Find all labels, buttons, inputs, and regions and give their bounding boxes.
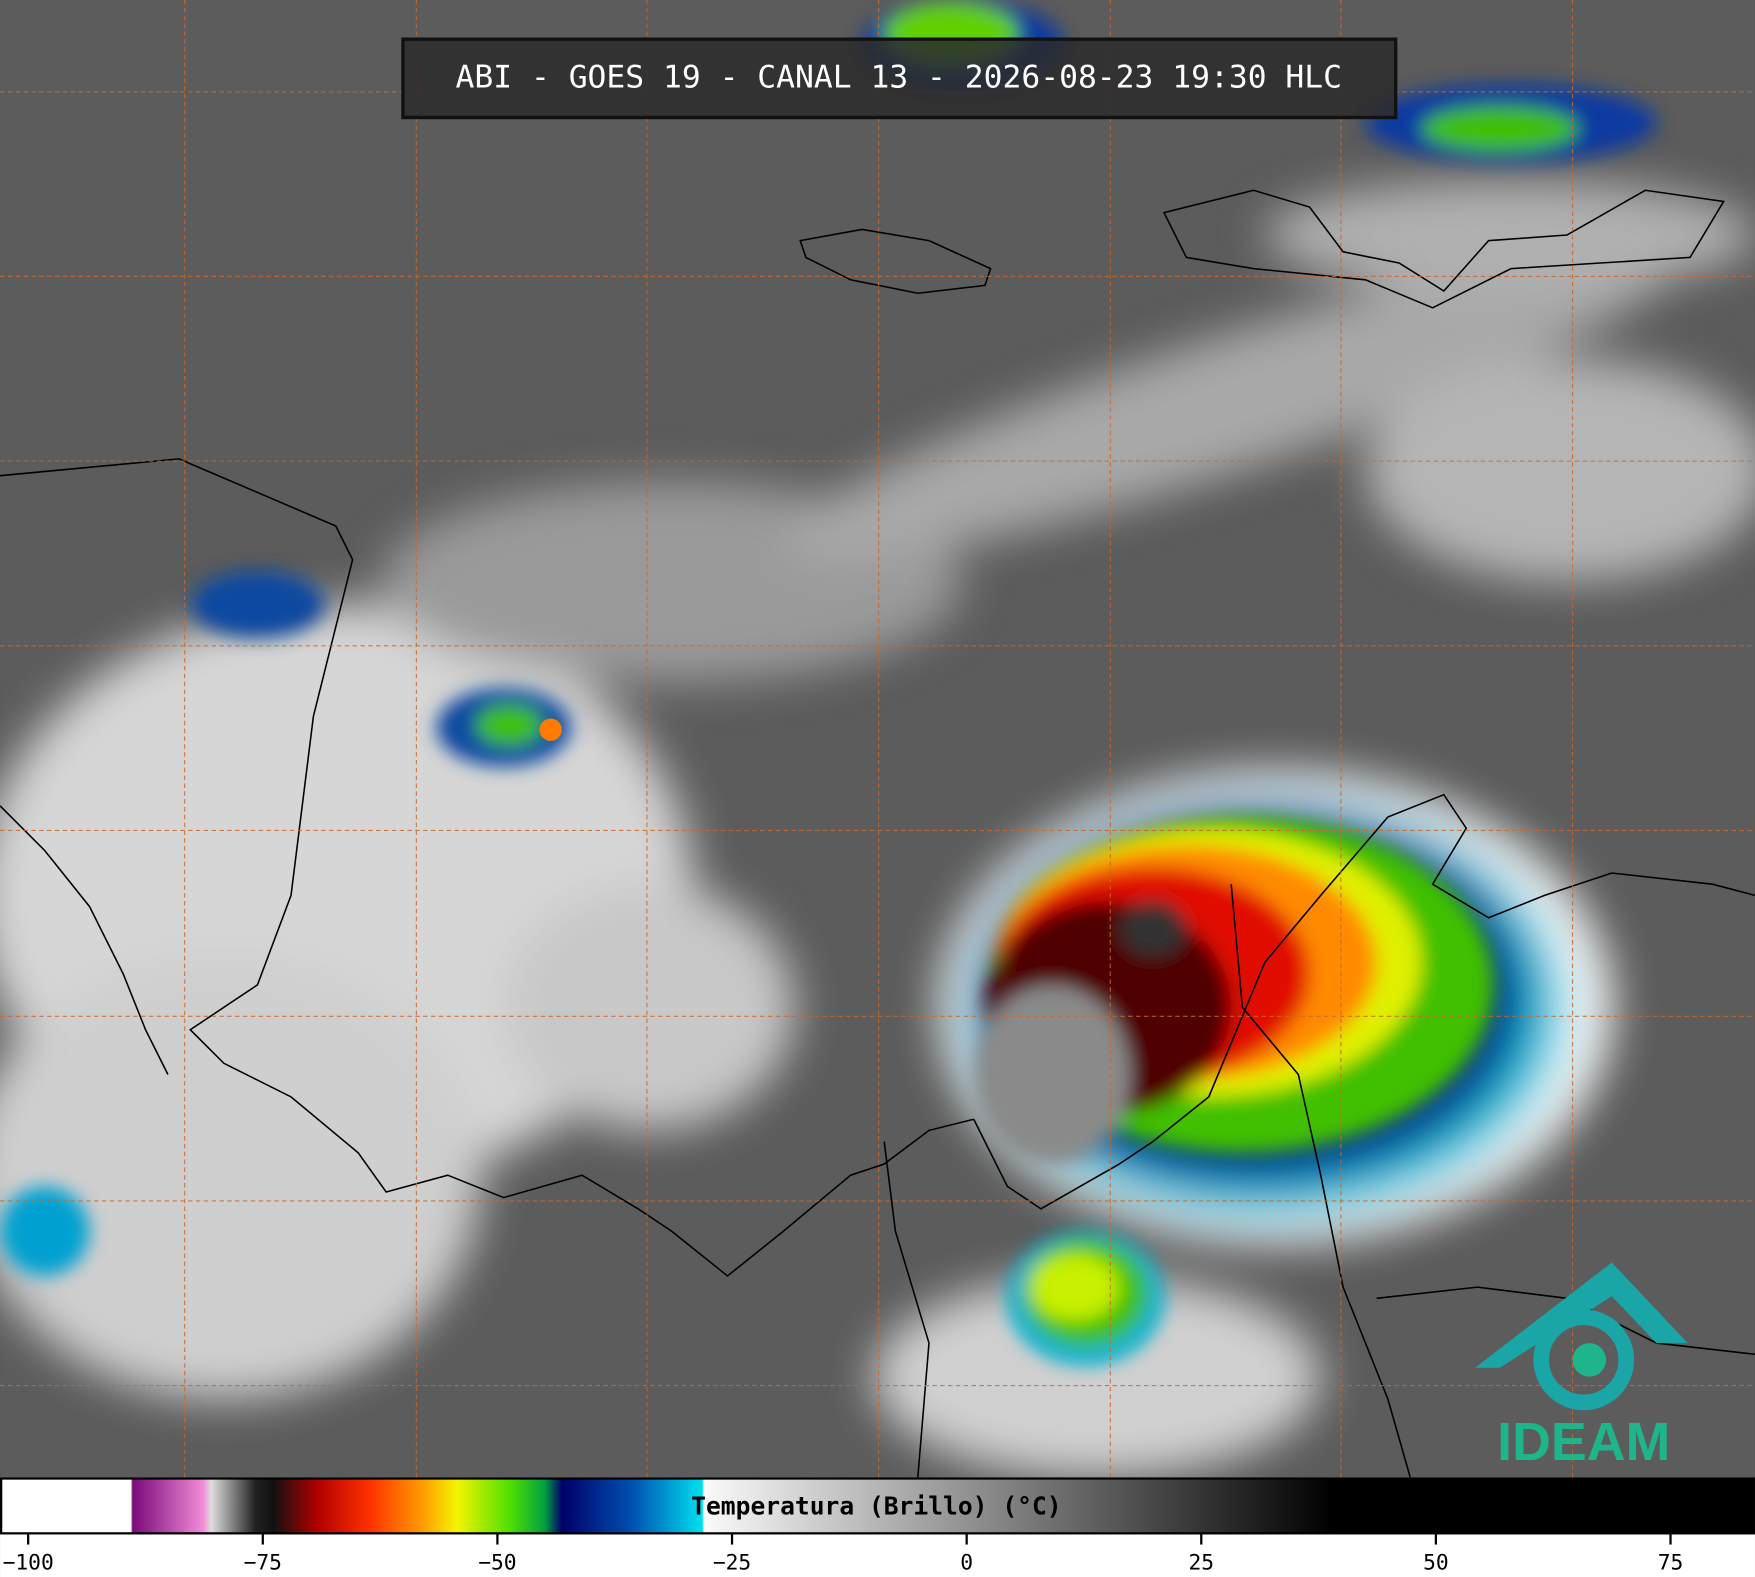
colorbar-ticks: −100 −75 −50 −25 0 25 50 75 xyxy=(3,1533,1684,1576)
graticule xyxy=(0,0,1755,1478)
logo: IDEAM xyxy=(1475,1262,1688,1472)
logo-text: IDEAM xyxy=(1497,1412,1670,1472)
tick-label: −75 xyxy=(244,1551,282,1576)
tick-label: 50 xyxy=(1423,1551,1449,1576)
tick-label: −100 xyxy=(3,1551,54,1576)
title: ABI - GOES 19 - CANAL 13 - 2026-08-23 19… xyxy=(456,59,1342,95)
tick-label: 75 xyxy=(1658,1551,1684,1576)
clouds xyxy=(0,179,1755,1478)
coastlines xyxy=(0,189,1755,1478)
tick-label: −50 xyxy=(478,1551,516,1576)
convective-storm xyxy=(0,0,1657,1366)
title-box xyxy=(401,37,1398,120)
colorbar-label: Temperatura (Brillo) (°C) xyxy=(691,1492,1061,1521)
colorbar xyxy=(0,1477,1755,1535)
tick-label: 25 xyxy=(1188,1551,1214,1576)
tick-label: 0 xyxy=(960,1551,973,1576)
tick-label: −25 xyxy=(713,1551,751,1576)
